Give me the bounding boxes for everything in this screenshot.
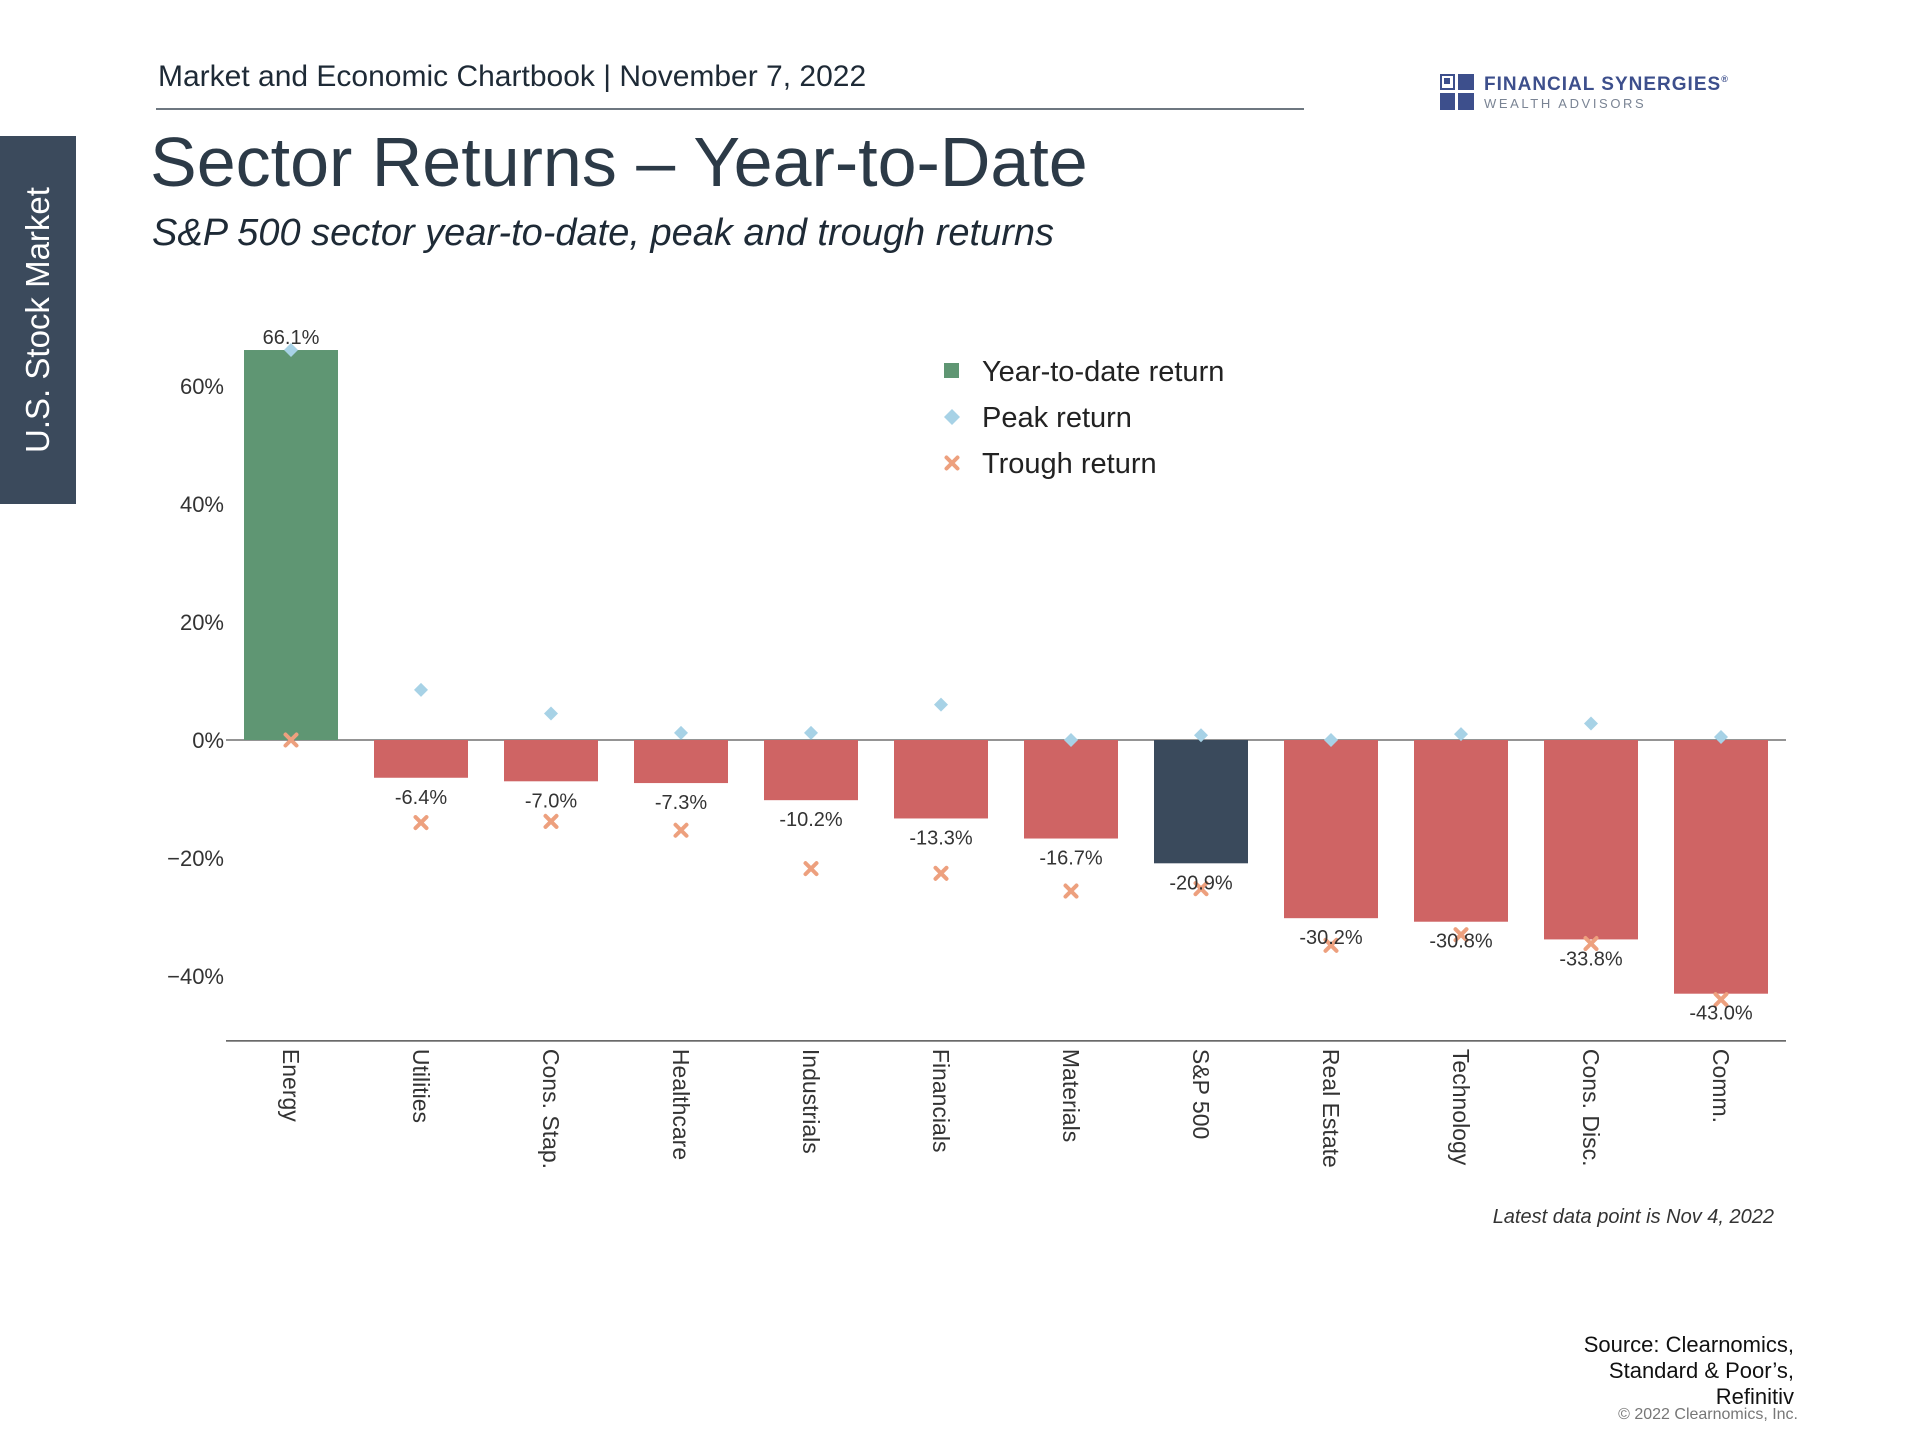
source-line-2: Standard & Poor’s,	[1608, 1358, 1794, 1383]
peak-marker	[414, 682, 428, 697]
logo-subtitle: WEALTH ADVISORS	[1484, 95, 1647, 111]
y-tick-label: 40%	[180, 492, 224, 517]
peak-marker	[674, 725, 688, 740]
bar-technology	[1414, 740, 1508, 922]
y-tick-label: −20%	[167, 846, 224, 871]
peak-marker	[1454, 727, 1468, 742]
data-label: -13.3%	[909, 827, 973, 849]
y-tick-label: −40%	[167, 964, 224, 989]
x-category-label: Utilities	[408, 1049, 434, 1123]
x-category-label: Energy	[278, 1049, 304, 1122]
bar-utilities	[374, 740, 468, 778]
logo: FINANCIAL SYNERGIES® WEALTH ADVISORS	[1440, 74, 1729, 110]
trough-marker	[1453, 927, 1469, 943]
bar-materials	[1024, 740, 1118, 839]
logo-name: FINANCIAL SYNERGIES	[1484, 73, 1722, 95]
data-label: -30.2%	[1299, 927, 1363, 949]
trough-marker	[413, 815, 429, 831]
trough-marker	[1583, 936, 1599, 952]
data-label: -7.3%	[655, 792, 707, 814]
peak-marker	[1194, 728, 1208, 743]
peak-marker	[544, 706, 558, 721]
data-label: -20.9%	[1169, 872, 1233, 894]
page-title: Sector Returns – Year-to-Date	[150, 123, 1088, 201]
trough-marker	[673, 822, 689, 838]
x-category-label: Materials	[1058, 1049, 1084, 1142]
data-label: -10.2%	[779, 809, 843, 831]
source-credit: Source: Clearnomics, Standard & Poor’s, …	[1474, 1332, 1794, 1410]
source-line-3: Refinitiv	[1715, 1384, 1794, 1409]
x-category-label: S&P 500	[1188, 1049, 1214, 1139]
trough-marker	[1323, 937, 1339, 953]
source-line-1: Source: Clearnomics,	[1583, 1332, 1794, 1357]
peak-marker	[1714, 730, 1728, 745]
copyright: © 2022 Clearnomics, Inc.	[1618, 1406, 1798, 1423]
x-category-label: Healthcare	[668, 1049, 694, 1160]
peak-marker	[284, 343, 298, 358]
trough-marker	[1713, 992, 1729, 1008]
peak-marker	[1064, 733, 1078, 747]
peak-marker	[1584, 716, 1598, 731]
data-label: -43.0%	[1689, 1003, 1753, 1025]
y-tick-label: 20%	[180, 610, 224, 635]
x-category-label: Real Estate	[1318, 1049, 1344, 1168]
flag-squares-logo-icon	[1440, 74, 1474, 110]
trough-marker	[933, 865, 949, 881]
legend-label: Year-to-date return	[982, 356, 1224, 388]
data-label: 66.1%	[263, 327, 320, 349]
header-text: Market and Economic Chartbook | November…	[158, 60, 867, 93]
legend-label: Trough return	[982, 448, 1157, 480]
bar-healthcare	[634, 740, 728, 784]
latest-data-note: Latest data point is Nov 4, 2022	[1492, 1206, 1774, 1228]
peak-marker	[1324, 733, 1338, 747]
bar-real-estate	[1284, 740, 1378, 919]
y-tick-label: 60%	[180, 374, 224, 399]
trough-marker	[543, 813, 559, 829]
legend-swatch-ytd	[944, 363, 959, 378]
data-label: -33.8%	[1559, 948, 1623, 970]
peak-marker	[804, 725, 818, 740]
data-label: -30.8%	[1429, 931, 1493, 953]
bar-s-p-500	[1154, 740, 1248, 864]
page-subtitle: S&P 500 sector year-to-date, peak and tr…	[152, 212, 1054, 254]
bar-comm	[1674, 740, 1768, 994]
legend-swatch-peak	[944, 409, 960, 425]
x-category-label: Cons. Stap.	[538, 1049, 564, 1169]
x-category-label: Industrials	[798, 1049, 824, 1154]
legend-swatch-trough	[944, 455, 960, 471]
trough-marker	[1063, 883, 1079, 899]
bar-energy	[244, 350, 338, 740]
bar-financials	[894, 740, 988, 819]
bar-cons-stap	[504, 740, 598, 782]
bar-cons-disc	[1544, 740, 1638, 940]
legend-label: Peak return	[982, 402, 1132, 434]
x-category-label: Cons. Disc.	[1578, 1049, 1604, 1167]
x-category-label: Financials	[928, 1049, 954, 1153]
side-tab: U.S. Stock Market	[0, 136, 76, 504]
trough-marker	[1193, 881, 1209, 897]
data-label: -16.7%	[1039, 848, 1103, 870]
trough-marker	[803, 861, 819, 877]
logo-registered-mark: ®	[1721, 73, 1729, 84]
data-label: -6.4%	[395, 787, 447, 809]
bar-industrials	[764, 740, 858, 801]
peak-marker	[934, 697, 948, 712]
y-tick-label: 0%	[192, 728, 224, 753]
header-rule	[156, 108, 1304, 110]
trough-marker	[283, 732, 299, 748]
data-label: -7.0%	[525, 790, 577, 812]
x-category-label: Comm.	[1708, 1049, 1734, 1123]
x-category-label: Technology	[1448, 1049, 1474, 1166]
